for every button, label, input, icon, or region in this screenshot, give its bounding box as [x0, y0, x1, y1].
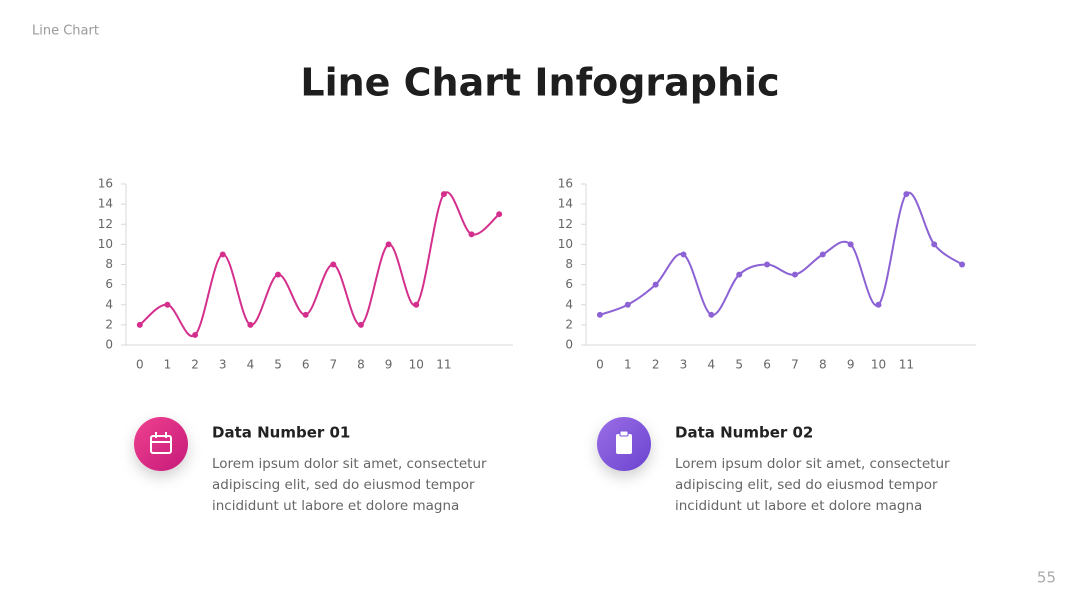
- x-tick-label: 9: [847, 358, 855, 372]
- point: [192, 331, 199, 338]
- x-tick-label: 0: [596, 358, 604, 372]
- card-body: adipiscing elit, sed do eiusmod tempor: [212, 477, 475, 493]
- card-body: incididunt ut labore et dolore magna: [675, 498, 922, 514]
- point: [652, 281, 659, 288]
- x-tick-label: 8: [357, 358, 365, 372]
- x-tick-label: 0: [136, 358, 144, 372]
- point: [330, 261, 337, 268]
- x-tick-label: 10: [871, 358, 886, 372]
- y-tick-label: 8: [105, 257, 113, 271]
- point: [496, 211, 503, 218]
- point: [468, 231, 475, 238]
- point: [164, 301, 171, 308]
- card-icon: [134, 417, 188, 471]
- y-tick-label: 12: [98, 217, 113, 231]
- point: [219, 251, 226, 258]
- point: [413, 301, 420, 308]
- y-tick-label: 6: [565, 277, 573, 291]
- point: [736, 271, 743, 278]
- slide-title: Line Chart Infographic: [300, 61, 779, 105]
- x-tick-label: 8: [819, 358, 827, 372]
- y-tick-label: 0: [105, 338, 113, 352]
- card-body: Lorem ipsum dolor sit amet, consectetur: [212, 456, 487, 472]
- x-tick-label: 7: [791, 358, 799, 372]
- y-tick-label: 12: [558, 217, 573, 231]
- x-tick-label: 3: [219, 358, 227, 372]
- y-tick-label: 10: [98, 237, 113, 251]
- x-tick-label: 1: [164, 358, 172, 372]
- card-body: incididunt ut labore et dolore magna: [212, 498, 459, 514]
- x-tick-label: 6: [302, 358, 310, 372]
- point: [247, 321, 254, 328]
- card-body: adipiscing elit, sed do eiusmod tempor: [675, 477, 938, 493]
- y-tick-label: 4: [105, 297, 113, 311]
- clipboard-icon: [616, 430, 632, 454]
- point: [847, 241, 854, 248]
- point: [791, 271, 798, 278]
- point: [903, 191, 910, 198]
- y-tick-label: 2: [565, 317, 573, 331]
- point: [764, 261, 771, 268]
- point: [708, 311, 715, 318]
- line: [139, 191, 500, 338]
- point: [680, 251, 687, 258]
- x-tick-label: 11: [436, 358, 451, 372]
- card-body: Lorem ipsum dolor sit amet, consectetur: [675, 456, 950, 472]
- point: [624, 301, 631, 308]
- x-tick-label: 7: [330, 358, 338, 372]
- y-tick-label: 16: [98, 177, 113, 191]
- x-tick-label: 5: [274, 358, 282, 372]
- card-heading: Data Number 02: [675, 424, 813, 442]
- point: [875, 301, 882, 308]
- y-tick-label: 8: [565, 257, 573, 271]
- point: [357, 321, 364, 328]
- page-number: 55: [1037, 569, 1056, 587]
- y-tick-label: 2: [105, 317, 113, 331]
- y-tick-label: 14: [98, 197, 113, 211]
- point: [959, 261, 966, 268]
- point: [302, 311, 309, 318]
- calendar-icon: [150, 432, 172, 454]
- y-tick-label: 10: [558, 237, 573, 251]
- x-tick-label: 4: [247, 358, 255, 372]
- x-tick-label: 1: [624, 358, 632, 372]
- x-tick-label: 9: [385, 358, 393, 372]
- x-tick-label: 4: [708, 358, 716, 372]
- y-tick-label: 16: [558, 177, 573, 191]
- point: [385, 241, 392, 248]
- point: [275, 271, 282, 278]
- x-tick-label: 2: [191, 358, 199, 372]
- x-tick-label: 2: [652, 358, 660, 372]
- slide-label: Line Chart: [32, 24, 99, 39]
- line: [599, 191, 963, 316]
- y-tick-label: 14: [558, 197, 573, 211]
- x-tick-label: 3: [680, 358, 688, 372]
- y-tick-label: 4: [565, 297, 573, 311]
- y-tick-label: 0: [565, 338, 573, 352]
- x-tick-label: 5: [735, 358, 743, 372]
- x-tick-label: 6: [763, 358, 771, 372]
- point: [819, 251, 826, 258]
- x-tick-label: 11: [899, 358, 914, 372]
- y-tick-label: 6: [105, 277, 113, 291]
- point: [440, 191, 447, 198]
- x-tick-label: 10: [409, 358, 424, 372]
- card-heading: Data Number 01: [212, 424, 350, 442]
- point: [136, 321, 143, 328]
- point: [931, 241, 938, 248]
- point: [596, 311, 603, 318]
